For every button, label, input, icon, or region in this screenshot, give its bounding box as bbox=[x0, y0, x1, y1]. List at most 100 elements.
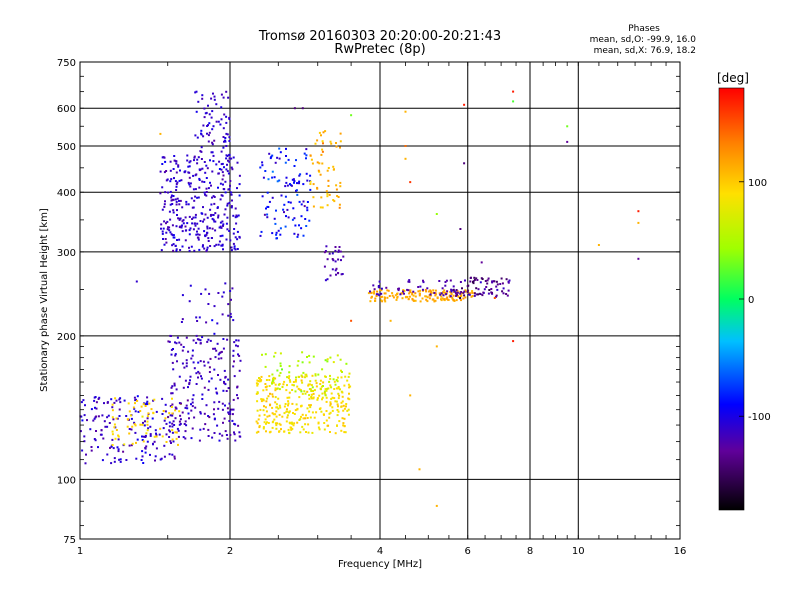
data-point bbox=[418, 468, 421, 471]
data-point bbox=[342, 255, 345, 258]
data-point bbox=[455, 294, 458, 297]
data-point bbox=[338, 206, 341, 209]
data-point bbox=[206, 225, 209, 228]
data-point bbox=[173, 236, 176, 239]
data-point bbox=[264, 386, 267, 389]
y-tick-label: 75 bbox=[63, 535, 76, 546]
data-point bbox=[228, 157, 231, 160]
data-point bbox=[333, 200, 336, 203]
data-point bbox=[136, 438, 139, 441]
data-point bbox=[452, 288, 455, 291]
data-point bbox=[199, 412, 202, 415]
data-point bbox=[185, 359, 188, 362]
data-point bbox=[184, 225, 187, 228]
data-point bbox=[220, 244, 223, 247]
data-point bbox=[183, 171, 186, 174]
data-point bbox=[298, 419, 301, 421]
data-point bbox=[188, 417, 190, 420]
data-point bbox=[97, 398, 100, 400]
data-point bbox=[323, 413, 325, 416]
data-point bbox=[477, 288, 480, 291]
data-point bbox=[200, 212, 203, 215]
data-point bbox=[237, 424, 240, 427]
data-point bbox=[226, 437, 229, 440]
data-point bbox=[300, 215, 303, 218]
data-point bbox=[429, 289, 432, 292]
data-point bbox=[338, 420, 341, 423]
data-point bbox=[196, 136, 199, 139]
data-point bbox=[129, 414, 132, 417]
data-point bbox=[144, 447, 147, 450]
data-point bbox=[324, 279, 327, 282]
data-point bbox=[256, 383, 259, 385]
data-point bbox=[100, 433, 103, 436]
data-point bbox=[496, 283, 499, 286]
data-point bbox=[142, 462, 145, 464]
data-point bbox=[271, 170, 274, 173]
data-point bbox=[307, 423, 310, 426]
data-point bbox=[197, 361, 200, 364]
data-point bbox=[115, 417, 118, 420]
data-point bbox=[309, 174, 312, 177]
data-point bbox=[434, 289, 437, 292]
data-point bbox=[221, 194, 224, 197]
data-point bbox=[218, 352, 221, 355]
data-point bbox=[399, 293, 402, 296]
data-point bbox=[163, 419, 166, 422]
data-point bbox=[312, 392, 315, 395]
data-point bbox=[295, 189, 298, 192]
x-tick-label: 16 bbox=[674, 546, 687, 557]
data-point bbox=[210, 237, 213, 239]
data-point bbox=[202, 220, 204, 223]
data-point bbox=[122, 450, 125, 453]
data-point bbox=[205, 194, 208, 197]
data-point bbox=[95, 407, 98, 410]
data-point bbox=[323, 391, 326, 394]
data-point bbox=[177, 435, 180, 438]
data-point bbox=[332, 361, 335, 364]
data-point bbox=[222, 174, 225, 177]
data-point bbox=[436, 297, 439, 300]
data-point bbox=[311, 411, 314, 414]
data-point bbox=[220, 150, 223, 153]
data-point bbox=[319, 383, 322, 385]
data-point bbox=[146, 396, 149, 399]
data-point bbox=[476, 279, 479, 281]
data-point bbox=[332, 199, 335, 201]
data-point bbox=[102, 437, 105, 440]
data-point bbox=[327, 179, 330, 182]
data-point bbox=[144, 436, 147, 438]
data-point bbox=[111, 433, 114, 436]
data-point bbox=[309, 416, 312, 419]
data-point bbox=[210, 184, 212, 187]
data-point bbox=[409, 291, 412, 294]
data-point bbox=[221, 162, 224, 165]
data-point bbox=[450, 293, 453, 295]
data-point bbox=[298, 174, 301, 177]
data-point bbox=[334, 260, 337, 263]
data-point bbox=[265, 385, 268, 388]
data-point bbox=[199, 339, 202, 342]
data-point bbox=[169, 190, 172, 193]
data-point bbox=[161, 232, 164, 235]
data-point bbox=[318, 170, 321, 173]
data-point bbox=[205, 321, 208, 324]
data-point bbox=[161, 435, 164, 438]
data-point bbox=[350, 319, 353, 322]
data-point bbox=[512, 340, 515, 343]
data-point bbox=[223, 140, 225, 143]
data-point bbox=[202, 206, 204, 209]
data-point bbox=[209, 208, 212, 211]
data-point bbox=[146, 423, 149, 426]
data-point bbox=[260, 375, 263, 378]
data-point bbox=[445, 279, 448, 282]
data-point bbox=[459, 292, 462, 295]
data-point bbox=[343, 384, 346, 387]
data-point bbox=[169, 430, 171, 433]
data-point bbox=[181, 206, 184, 209]
data-point bbox=[304, 417, 307, 420]
axis-ticks bbox=[79, 62, 681, 539]
data-point bbox=[273, 355, 276, 358]
data-point bbox=[206, 167, 209, 170]
data-point bbox=[199, 342, 202, 345]
